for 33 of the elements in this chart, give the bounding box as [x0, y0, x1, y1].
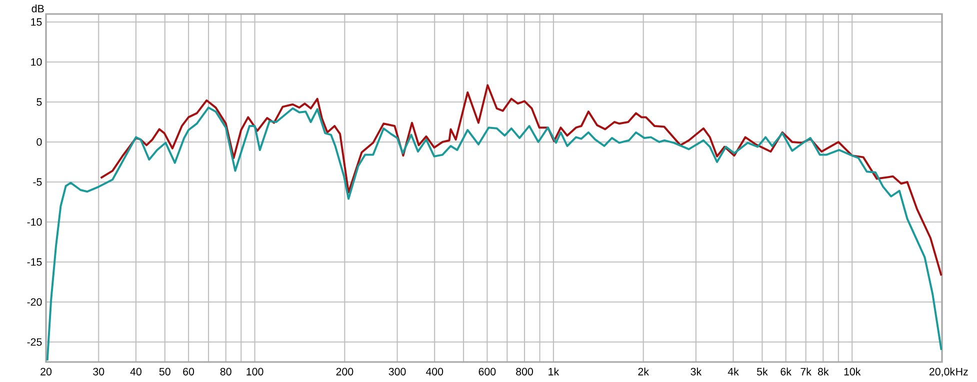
- x-tick-label: 7k: [800, 368, 812, 376]
- x-tick-label: 400: [426, 368, 444, 376]
- y-tick-label: 10: [31, 58, 42, 66]
- x-tick-label: 20: [40, 368, 52, 376]
- x-tick-label: 800: [516, 368, 533, 376]
- y-tick-label: -10: [27, 218, 42, 226]
- y-tick-label: -15: [27, 258, 42, 266]
- x-tick-label: 200: [336, 368, 354, 376]
- y-tick-label: -5: [33, 178, 42, 186]
- x-tick-label: 80: [220, 368, 232, 376]
- x-tick-label: 3k: [690, 368, 702, 376]
- x-tick-label: 600: [478, 368, 496, 376]
- x-tick-label: 50: [159, 368, 170, 376]
- x-tick-label: 100: [246, 368, 264, 376]
- x-axis-title: Hz: [956, 368, 968, 376]
- y-tick-label: 15: [31, 18, 42, 26]
- x-tick-label: 1k: [548, 368, 560, 376]
- y-tick-label: 0: [36, 138, 42, 146]
- x-tick-label: 2k: [638, 368, 649, 376]
- y-tick-label: -20: [27, 298, 42, 306]
- x-tick-label: 20,0k: [930, 368, 956, 377]
- x-tick-label: 8k: [818, 368, 829, 376]
- x-tick-label: 60: [183, 368, 194, 376]
- x-tick-label: 5k: [756, 368, 768, 376]
- x-tick-label: 30: [93, 368, 104, 376]
- x-tick-label: 40: [130, 368, 142, 376]
- x-tick-label: 300: [388, 368, 406, 376]
- x-tick-label: 4k: [728, 368, 739, 376]
- y-tick-label: -25: [27, 338, 42, 346]
- y-tick-label: 5: [36, 98, 42, 106]
- x-tick-label: 10k: [844, 368, 861, 376]
- x-tick-label: 6k: [780, 368, 792, 376]
- y-axis-title: dB: [32, 4, 44, 12]
